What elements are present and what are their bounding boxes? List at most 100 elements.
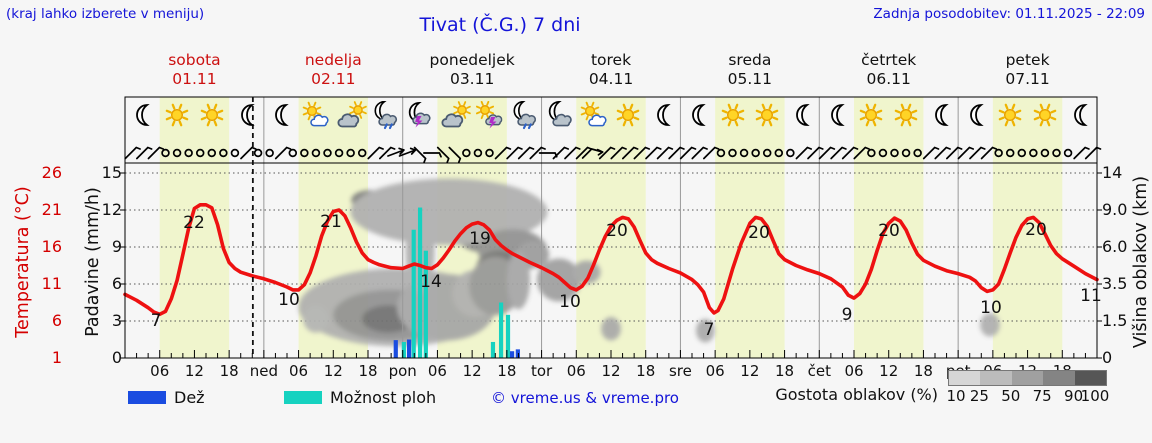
- x-hour-label: 06: [289, 362, 309, 380]
- wind-barb-icon: [633, 146, 651, 160]
- wind-calm-icon: [1040, 148, 1050, 158]
- wind-barb-icon: [703, 146, 720, 160]
- shower-legend-label: Možnost ploh: [330, 388, 437, 407]
- wind-calm-icon: [890, 148, 899, 158]
- weather-moon-cloud-icon: [542, 101, 576, 131]
- cloud-scale-segment: [1043, 371, 1075, 385]
- wind-barb-icon: [1073, 146, 1090, 160]
- weather-moon-icon: [125, 101, 159, 131]
- wind-calm-icon: [1052, 148, 1061, 158]
- x-hour-label: 18: [358, 362, 378, 380]
- wind-calm-icon: [473, 148, 483, 158]
- wind-barb-icon: [922, 146, 940, 160]
- temp-value-label: 9: [841, 305, 853, 325]
- wind-calm-icon: [195, 148, 205, 158]
- wind-barb-icon: [598, 146, 616, 160]
- rain-legend-label: Dež: [174, 388, 205, 407]
- weather-moon-icon: [924, 101, 958, 131]
- shower-bar: [401, 341, 406, 358]
- day-name-petek: petek: [1005, 51, 1050, 69]
- wind-barb-icon: [830, 146, 847, 160]
- weather-moon-icon: [681, 101, 715, 131]
- cloud-scale-value: 50: [1001, 387, 1021, 405]
- day-name-četrtek: četrtek: [861, 51, 917, 69]
- weather-moon-icon: [264, 101, 298, 131]
- rain-bar: [509, 351, 515, 358]
- temp-value-label: 20: [606, 221, 628, 241]
- wind-calm-icon: [913, 148, 922, 158]
- temp-tick-label: 1: [51, 348, 62, 367]
- shower-bar: [505, 314, 511, 358]
- wind-calm-icon: [762, 148, 772, 158]
- wind-calm-icon: [728, 148, 737, 158]
- wind-barb-icon: [853, 146, 870, 160]
- wind-barb-icon: [622, 146, 639, 160]
- wind-calm-icon: [184, 148, 193, 158]
- precip-tick-label: 12: [101, 200, 122, 219]
- wind-barb-icon: [818, 146, 836, 160]
- wind-calm-icon: [253, 148, 263, 158]
- day-date: 04.11: [588, 70, 634, 88]
- temp-tick-label: 21: [41, 200, 62, 219]
- wind-barb-icon: [367, 146, 384, 160]
- wind-barb-icon: [387, 147, 405, 157]
- wind-barb-icon: [274, 146, 292, 160]
- day-date: 01.11: [172, 70, 217, 88]
- wind-calm-icon: [207, 148, 217, 158]
- wind-barb-icon: [610, 146, 627, 160]
- weather-cloud-sun-icon: [438, 101, 472, 131]
- day-date: 06.11: [866, 70, 911, 88]
- weather-moon-icon: [959, 101, 993, 131]
- rain-bar: [393, 340, 398, 358]
- wind-barb-icon: [946, 146, 963, 160]
- weather-sun-icon: [611, 101, 645, 131]
- temp-value-label: 11: [1080, 286, 1102, 306]
- weather-sun-storm-icon: [473, 101, 507, 131]
- weather-moon-rain-icon: [507, 101, 541, 131]
- temp-value-label: 20: [878, 221, 900, 241]
- x-hour-label: 06: [844, 362, 864, 380]
- weather-moon-icon: [230, 101, 264, 131]
- copyright-link[interactable]: © vreme.us & vreme.pro: [491, 389, 679, 407]
- x-hour-label: 12: [740, 362, 760, 380]
- shower-bar: [411, 229, 416, 358]
- wind-barb-icon: [398, 147, 417, 157]
- weather-sun-icon: [854, 101, 888, 131]
- weather-cloud-sun-icon: [334, 101, 368, 131]
- day-date: 02.11: [311, 70, 356, 88]
- cloud-density-label: Gostota oblakov (%): [775, 385, 938, 404]
- weather-sun-icon: [716, 101, 750, 131]
- wind-calm-icon: [288, 148, 298, 158]
- wind-barb-icon: [379, 146, 396, 160]
- daytime-band: [854, 97, 924, 358]
- temp-value-label: 22: [183, 213, 205, 233]
- wind-calm-icon: [265, 148, 274, 158]
- page-title: Tivat (Č.G.) 7 dni: [419, 14, 581, 36]
- rain-legend-swatch: [128, 391, 166, 404]
- x-day-label: ned: [249, 362, 278, 380]
- day-name-sreda: sreda: [728, 51, 772, 69]
- wind-calm-icon: [346, 148, 355, 158]
- temp-value-label: 10: [559, 292, 581, 312]
- x-day-label: čet: [807, 362, 831, 380]
- wind-calm-icon: [1017, 148, 1027, 158]
- temp-value-label: 10: [278, 290, 300, 310]
- weather-sun-cloud-icon: [299, 101, 333, 131]
- cloud-scale-value: 10: [946, 387, 966, 405]
- day-name-sobota: sobota: [168, 51, 221, 69]
- wind-barb-icon: [240, 146, 257, 160]
- temp-value-label: 7: [703, 320, 715, 340]
- cloud-scale-value: 90: [1064, 387, 1084, 405]
- wind-barb-icon: [506, 146, 523, 160]
- x-hour-label: 18: [636, 362, 656, 380]
- daytime-band: [992, 97, 1063, 358]
- cloud-scale-segment: [949, 371, 981, 385]
- wind-calm-icon: [751, 148, 760, 158]
- weather-moon-icon: [646, 101, 680, 131]
- day-date: 05.11: [727, 70, 773, 88]
- wind-barb-icon: [795, 146, 813, 160]
- x-day-label: sre: [668, 362, 692, 380]
- x-hour-label: 06: [150, 362, 170, 380]
